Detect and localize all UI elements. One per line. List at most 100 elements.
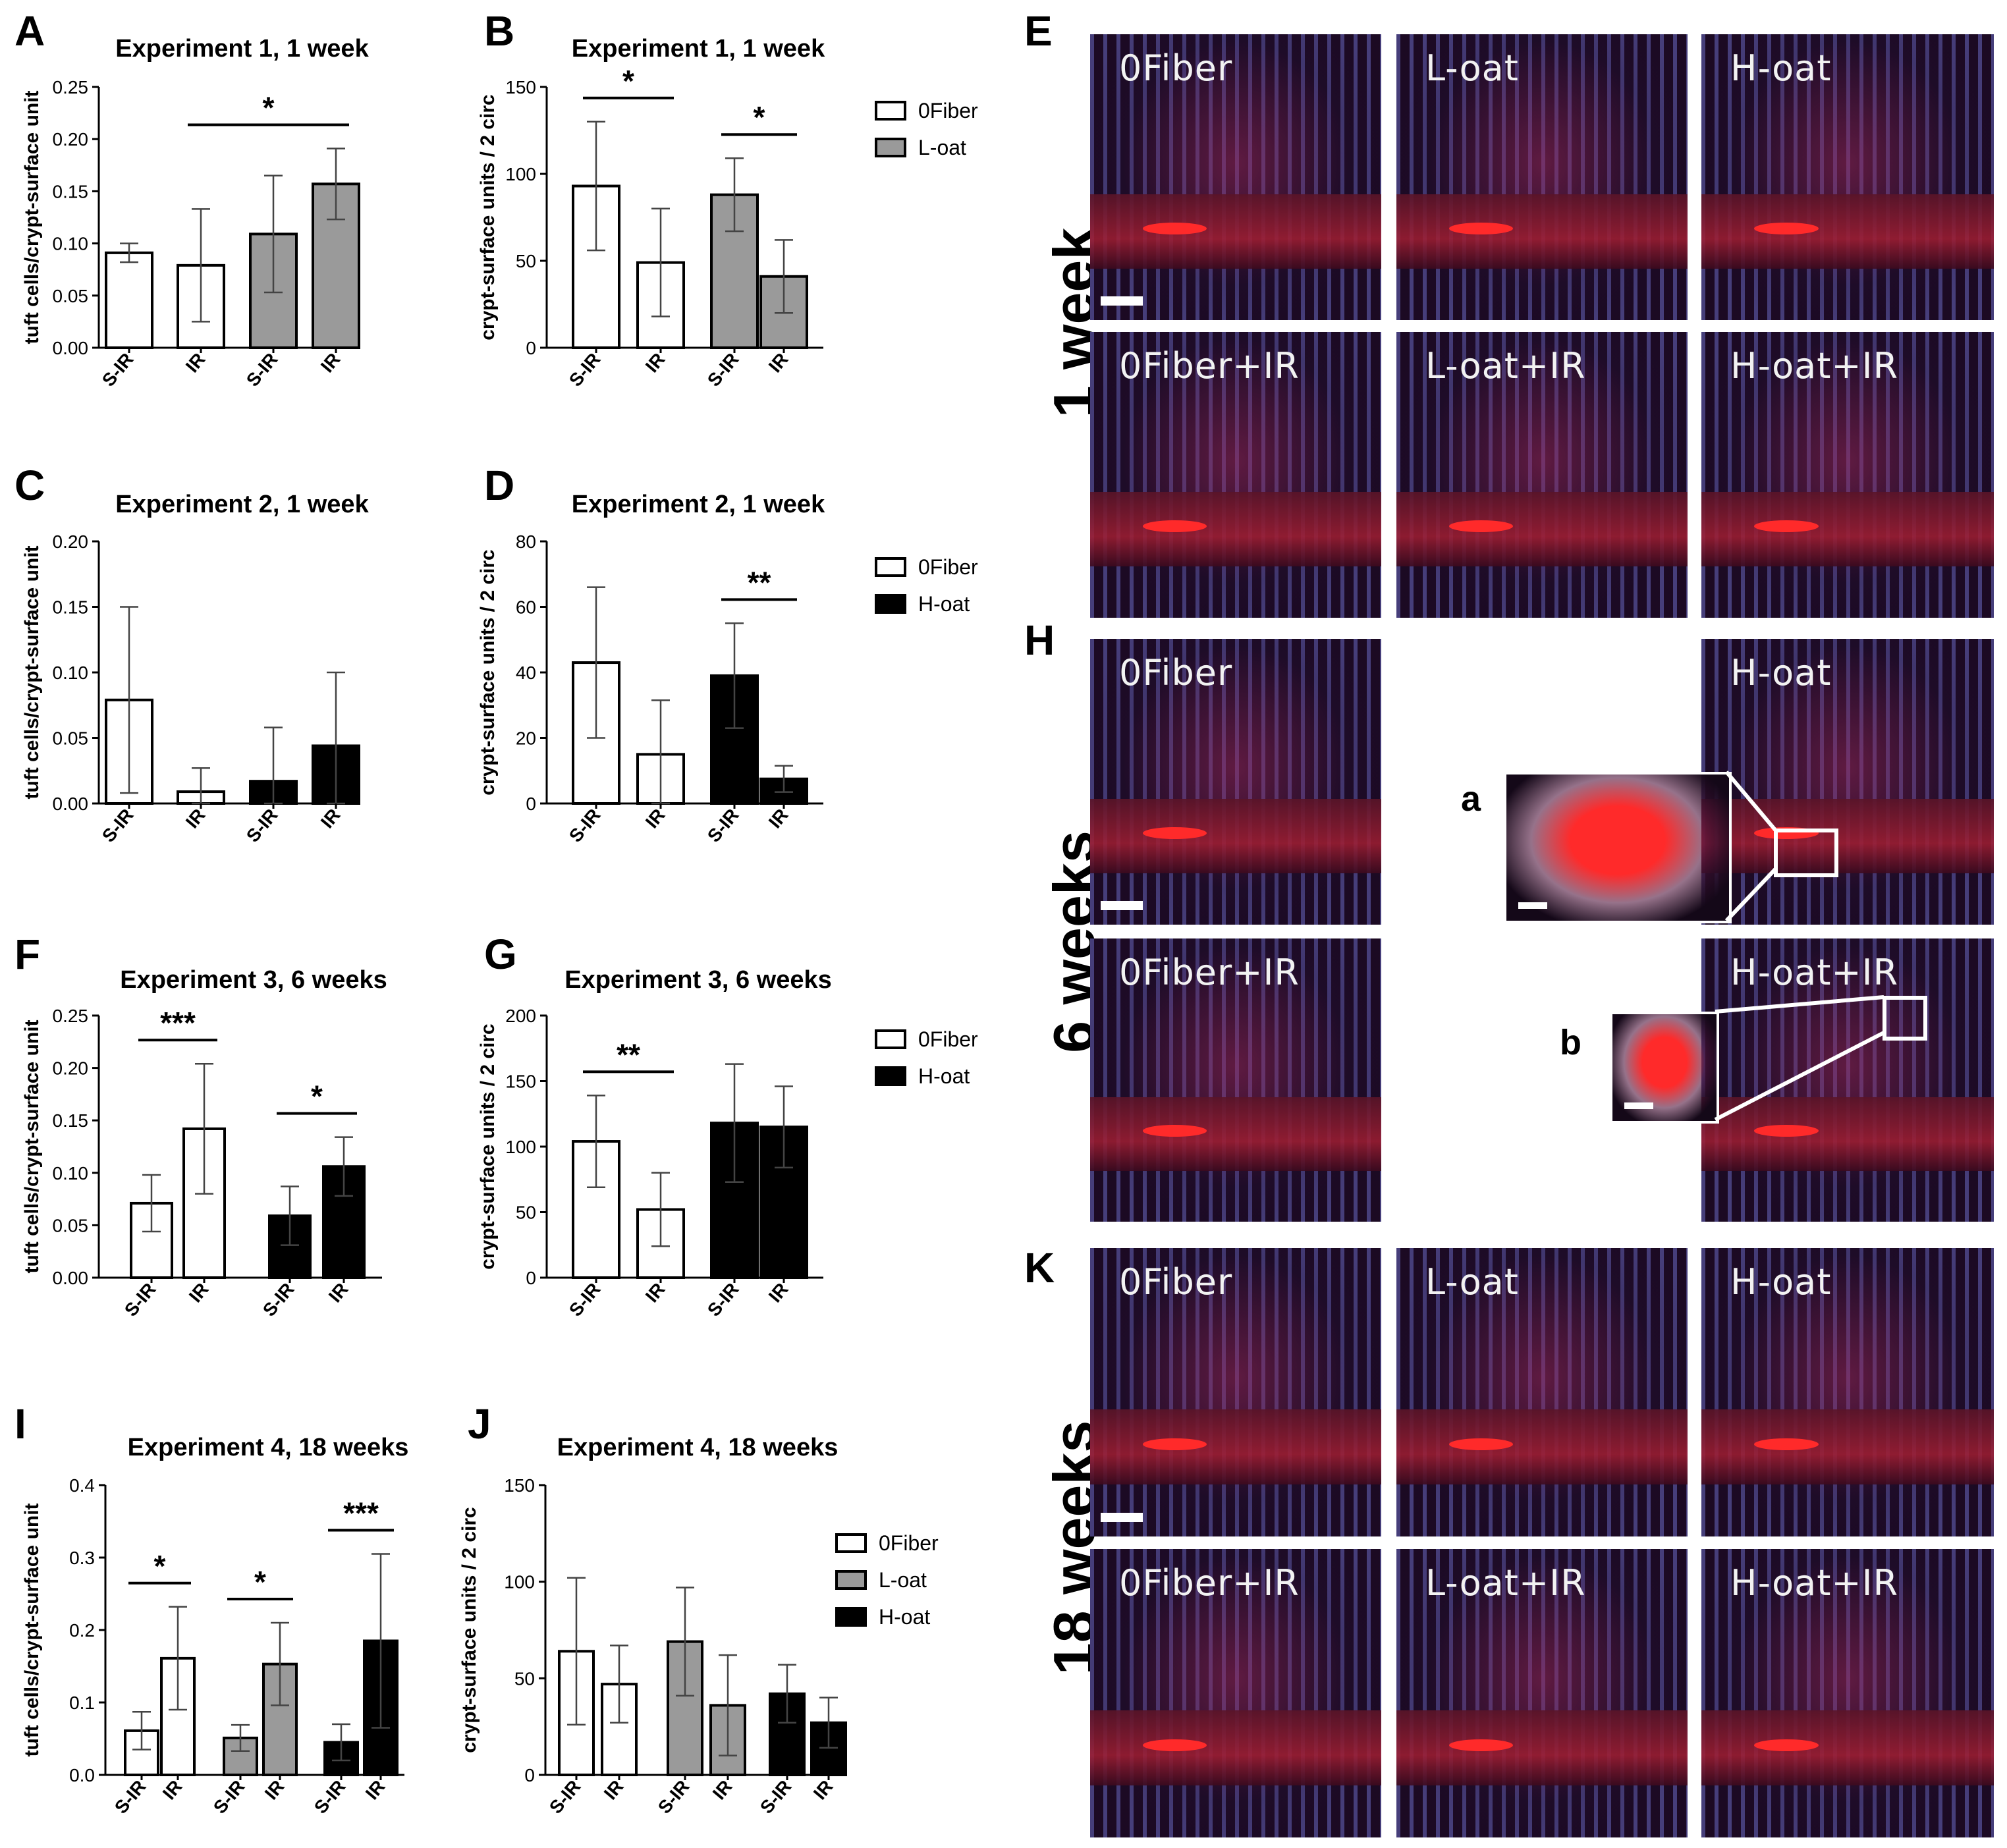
micrograph-E-0fiber: 0Fiber xyxy=(1090,34,1381,320)
legend-label: H-oat xyxy=(918,592,970,616)
y-tick-label: 40 xyxy=(516,663,536,683)
y-axis-label: tuft cells/crypt-surface unit xyxy=(21,1503,43,1756)
y-tick-label: 0.15 xyxy=(53,181,89,202)
micrograph-H-h-oat: H-oat xyxy=(1701,639,1994,925)
micrograph-H-0fiber-ir: 0Fiber+IR xyxy=(1090,938,1381,1222)
chart-C: Experiment 2, 1 week 0.00 0.05 0.10 0.15 0.20… xyxy=(21,491,370,846)
y-tick-label: 80 xyxy=(516,531,536,552)
legend-swatch xyxy=(875,1029,906,1049)
y-tick-label: 0.00 xyxy=(53,338,89,358)
y-tick-label: 60 xyxy=(516,597,536,618)
scale-bar xyxy=(1101,296,1143,306)
micrograph-K-l-oat: L-oat xyxy=(1396,1248,1688,1536)
legend-label: H-oat xyxy=(879,1605,930,1629)
micrograph-H-0fiber: 0Fiber xyxy=(1090,639,1381,925)
y-axis-label: crypt-surface units / 2 circ xyxy=(477,94,499,340)
inset-b-zoom xyxy=(1610,1012,1719,1124)
y-tick-label: 0.20 xyxy=(53,531,89,552)
chart-title: Experiment 1, 1 week xyxy=(115,35,369,63)
y-tick-label: 50 xyxy=(514,1668,535,1689)
y-tick-label: 0.3 xyxy=(69,1548,95,1568)
legend-swatch xyxy=(875,138,906,157)
significance-marker: * xyxy=(311,1079,323,1114)
micrograph-E-0fiber-ir: 0Fiber+IR xyxy=(1090,332,1381,618)
scale-bar xyxy=(1518,902,1547,909)
micrograph-E-l-oat-ir: L-oat+IR xyxy=(1396,332,1688,618)
y-tick-label: 0.4 xyxy=(69,1475,95,1496)
significance-marker: * xyxy=(154,1549,166,1583)
y-tick-label: 150 xyxy=(505,77,536,97)
panel-label-G: G xyxy=(484,931,517,978)
y-axis-label: tuft cells/crypt-surface unit xyxy=(21,90,43,344)
significance-marker: * xyxy=(254,1565,266,1599)
y-tick-label: 0.2 xyxy=(69,1620,95,1641)
chart-D: Experiment 2, 1 week 0 20 40 60 80 crypt-surfa… xyxy=(477,491,978,846)
legend-swatch xyxy=(835,1607,867,1627)
significance-marker: ** xyxy=(748,565,771,599)
micrograph-E-l-oat: L-oat xyxy=(1396,34,1688,320)
panel-label-E: E xyxy=(1024,7,1053,55)
y-tick-label: 20 xyxy=(516,728,536,749)
micrograph-K-l-oat-ir: L-oat+IR xyxy=(1396,1549,1688,1837)
legend-swatch xyxy=(835,1533,867,1553)
y-tick-label: 0.1 xyxy=(69,1693,95,1713)
chart-I: Experiment 4, 18 weeks 0.0 0.1 0.2 0.3 0.4 tuf… xyxy=(21,1434,408,1818)
legend-label: L-oat xyxy=(918,136,966,159)
legend-label: H-oat xyxy=(918,1064,970,1088)
y-tick-label: 0 xyxy=(524,1765,535,1785)
significance-marker: *** xyxy=(343,1496,379,1531)
significance-marker: *** xyxy=(160,1006,196,1040)
chart-title: Experiment 3, 6 weeks xyxy=(564,966,832,994)
chart-title: Experiment 4, 18 weeks xyxy=(128,1434,409,1461)
inset-a-source-box xyxy=(1774,829,1838,877)
chart-A: Experiment 1, 1 week 0.00 0.05 0.10 0.15 0.20… xyxy=(21,35,370,391)
legend-swatch xyxy=(875,594,906,614)
legend-swatch xyxy=(875,101,906,121)
significance-marker: ** xyxy=(617,1037,640,1072)
panel-label-D: D xyxy=(484,462,515,509)
legend-label: L-oat xyxy=(879,1568,927,1592)
micrograph-E-h-oat-ir: H-oat+IR xyxy=(1701,332,1994,618)
y-tick-label: 0.05 xyxy=(53,1215,89,1236)
panel-label-H: H xyxy=(1024,616,1055,664)
y-tick-label: 50 xyxy=(516,251,536,271)
y-tick-label: 0.20 xyxy=(53,1058,89,1079)
significance-marker: * xyxy=(622,64,634,98)
scale-bar xyxy=(1101,1513,1143,1522)
y-tick-label: 0.05 xyxy=(53,728,89,749)
panel-label-I: I xyxy=(14,1400,26,1448)
legend-swatch xyxy=(835,1570,867,1590)
legend-label: 0Fiber xyxy=(918,555,978,579)
bar xyxy=(105,251,153,349)
y-axis-label: tuft cells/crypt-surface unit xyxy=(21,1019,43,1273)
y-tick-label: 0.10 xyxy=(53,1163,89,1183)
y-tick-label: 0.00 xyxy=(53,794,89,814)
micrograph-H-h-oat-ir: H-oat+IR xyxy=(1701,938,1994,1222)
y-tick-label: 0.05 xyxy=(53,286,89,306)
inset-a-zoom xyxy=(1504,772,1732,923)
inset-b-source-box xyxy=(1883,996,1927,1041)
legend-label: 0Fiber xyxy=(918,99,978,122)
chart-title: Experiment 2, 1 week xyxy=(572,491,825,518)
legend-label: 0Fiber xyxy=(918,1027,978,1051)
chart-title: Experiment 2, 1 week xyxy=(115,491,369,518)
y-tick-label: 0.15 xyxy=(53,1110,89,1131)
micrograph-K-0fiber-ir: 0Fiber+IR xyxy=(1090,1549,1381,1837)
y-axis-label: crypt-surface units / 2 circ xyxy=(477,549,499,795)
chart-F: Experiment 3, 6 weeks 0.00 0.05 0.10 0.15 0.2… xyxy=(21,966,387,1320)
y-tick-label: 0.0 xyxy=(69,1765,95,1785)
y-axis-label: tuft cells/crypt-surface unit xyxy=(21,545,43,799)
y-tick-label: 0.20 xyxy=(53,129,89,149)
y-tick-label: 50 xyxy=(516,1203,536,1223)
micrograph-K-0fiber: 0Fiber xyxy=(1090,1248,1381,1536)
y-axis-label: crypt-surface units / 2 circ xyxy=(477,1023,499,1269)
legend-label: 0Fiber xyxy=(879,1531,939,1555)
micrograph-K-h-oat-ir: H-oat+IR xyxy=(1701,1549,1994,1837)
scale-bar xyxy=(1624,1102,1653,1109)
y-tick-label: 150 xyxy=(505,1072,536,1092)
significance-marker: * xyxy=(754,100,765,134)
y-tick-label: 100 xyxy=(504,1572,535,1592)
significance-marker: * xyxy=(263,90,275,124)
